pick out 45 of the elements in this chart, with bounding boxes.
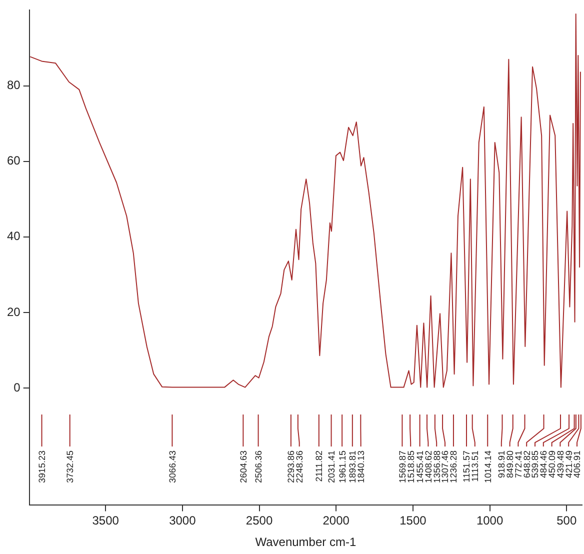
x-tick-label: 3500 <box>92 514 120 528</box>
x-tick-label: 2500 <box>246 514 273 528</box>
annotation: 1307.46 <box>440 450 450 484</box>
annotation: 3732.45 <box>65 450 76 484</box>
annotation: 1014.14 <box>482 450 493 484</box>
annotation: 1893.81 <box>348 450 358 484</box>
annotation: 1236.28 <box>448 450 459 484</box>
annotation: 1569.87 <box>397 450 408 484</box>
annotation: 2248.36 <box>294 450 305 484</box>
x-tick-label: 1000 <box>476 514 504 528</box>
annotation: 648.82 <box>522 450 532 478</box>
annotation: 918.91 <box>496 450 507 478</box>
annotation: 1356.88 <box>432 450 442 484</box>
annotation: 849.80 <box>505 450 515 478</box>
annotation: 1961.15 <box>337 450 348 484</box>
x-axis-title: Wavenumber cm-1 <box>255 535 356 550</box>
annotation: 1455.41 <box>415 450 425 484</box>
x-tick-label: 2000 <box>322 514 350 528</box>
annotation: 2111.82 <box>314 450 324 482</box>
y-tick-label: 40 <box>6 229 21 244</box>
annotation: 2604.63 <box>238 450 248 484</box>
annotation: 1840.13 <box>356 450 366 484</box>
y-tick-label: 60 <box>6 154 21 168</box>
annotation: 421.49 <box>564 450 574 478</box>
annotation: 3066.43 <box>167 450 178 484</box>
annotation: 406.91 <box>572 450 582 478</box>
annotation: 1151.57 <box>462 450 472 482</box>
annotation: 484.46 <box>538 450 549 478</box>
annotation: 1113.51 <box>470 450 480 482</box>
y-tick-label: 80 <box>6 78 21 92</box>
annotation: 539.85 <box>530 450 540 478</box>
y-tick-label: 20 <box>6 304 21 319</box>
annotation: 1408.62 <box>423 450 434 484</box>
annotation: 2293.86 <box>286 450 296 484</box>
annotation: 450.09 <box>547 450 557 478</box>
annotation: 3915.23 <box>36 450 47 484</box>
annotation: 2031.41 <box>326 450 336 484</box>
x-tick-label: 500 <box>556 514 577 528</box>
annotation: 1518.85 <box>406 450 416 484</box>
x-tick-label: 3000 <box>169 514 196 528</box>
annotation: 772.41 <box>513 450 524 478</box>
annotation: 439.48 <box>555 450 566 478</box>
x-tick-label: 1500 <box>400 514 427 528</box>
annotation: 2506.36 <box>253 450 264 484</box>
y-tick-label: 0 <box>14 380 21 394</box>
